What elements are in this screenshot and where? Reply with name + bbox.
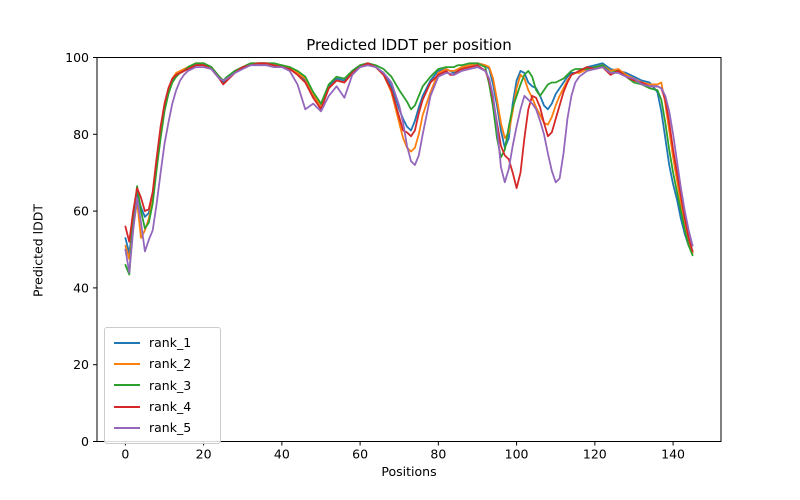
y-tick-label: 80 <box>73 127 89 142</box>
legend-label-rank_4: rank_4 <box>149 398 192 414</box>
legend-line-swatch-rank_2 <box>114 363 140 366</box>
x-tick-label: 80 <box>430 447 446 462</box>
y-tick-label: 0 <box>81 434 89 449</box>
x-tick-label: 60 <box>352 447 368 462</box>
legend-line-swatch-rank_1 <box>114 341 140 344</box>
x-tick-label: 40 <box>274 447 290 462</box>
legend: rank_1 rank_2 rank_3 rank_4 rank_5 <box>104 327 221 444</box>
series-line-rank_3 <box>124 62 694 276</box>
series-line-rank_5 <box>124 64 694 274</box>
legend-line-swatch-rank_4 <box>114 405 140 408</box>
legend-item-rank_3: rank_3 <box>114 377 210 393</box>
legend-item-rank_2: rank_2 <box>114 357 210 371</box>
y-tick-label: 100 <box>65 50 89 65</box>
legend-label-rank_2: rank_2 <box>149 356 192 372</box>
legend-label-rank_5: rank_5 <box>149 420 192 435</box>
legend-item-rank_4: rank_4 <box>114 398 210 414</box>
y-axis-label: Predicted lDDT <box>30 204 46 298</box>
legend-label-rank_3: rank_3 <box>149 377 192 393</box>
legend-label-rank_1: rank_1 <box>149 335 192 350</box>
y-tick-label: 60 <box>73 204 89 219</box>
x-tick-label: 20 <box>196 447 212 462</box>
y-tick-label: 40 <box>73 280 89 295</box>
legend-line-swatch-rank_3 <box>114 384 140 387</box>
x-tick-label: 120 <box>583 447 607 462</box>
legend-item-rank_1: rank_1 <box>114 336 210 350</box>
legend-line-swatch-rank_5 <box>114 426 140 429</box>
y-tick-label: 20 <box>73 357 89 372</box>
chart-title: Predicted lDDT per position <box>306 36 512 54</box>
x-axis-label: Positions <box>381 464 437 479</box>
x-tick-label: 100 <box>505 447 529 462</box>
x-tick-label: 0 <box>121 447 129 462</box>
x-tick-label: 140 <box>661 447 685 462</box>
legend-item-rank_5: rank_5 <box>114 421 210 435</box>
